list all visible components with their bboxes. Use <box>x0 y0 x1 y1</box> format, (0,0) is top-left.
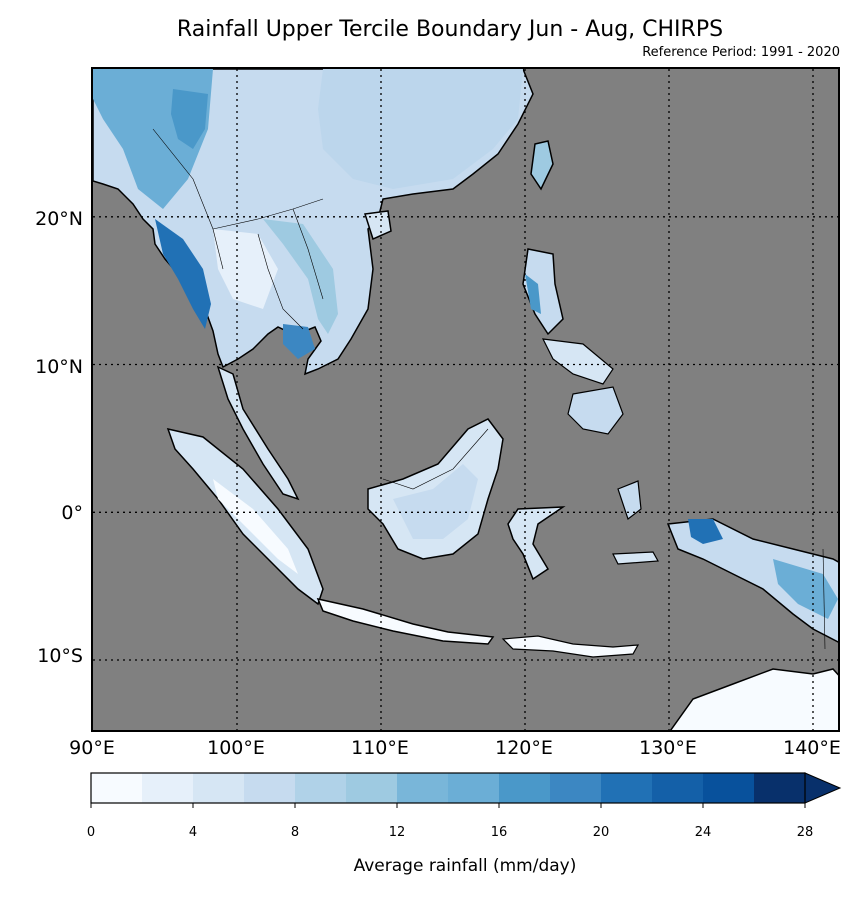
land-hainan <box>364 210 392 241</box>
country-borders <box>152 128 826 650</box>
lon-label-130e: 130°E <box>639 737 697 759</box>
colorbar-tick-label-0: 0 <box>86 825 96 840</box>
colorbar <box>90 772 842 808</box>
lat-label-10n: 10°N <box>35 356 83 378</box>
colorbar-tick-label-16: 16 <box>490 825 508 840</box>
land-cambodia-cluster <box>283 324 315 359</box>
land-lesser-sunda <box>501 635 640 658</box>
colorbar-segment <box>499 773 551 803</box>
colorbar-segments <box>91 773 806 803</box>
colorbar-segment <box>703 773 755 803</box>
land-malay-peninsula <box>216 365 300 501</box>
colorbar-segment <box>397 773 449 803</box>
colorbar-segment <box>91 773 143 803</box>
land-new-guinea <box>666 518 838 643</box>
lon-label-140e: 140°E <box>783 737 841 759</box>
colorbar-segment <box>346 773 398 803</box>
colorbar-segment <box>652 773 704 803</box>
colorbar-extend-arrow <box>804 772 842 804</box>
lon-label-100e: 100°E <box>207 737 265 759</box>
land-china-south <box>318 69 523 189</box>
colorbar-segment <box>244 773 296 803</box>
colorbar-ticks <box>90 803 806 808</box>
colorbar-tick-label-4: 4 <box>188 825 198 840</box>
land-laos-vietnam-band <box>263 219 338 334</box>
map-title: Rainfall Upper Tercile Boundary Jun - Au… <box>176 17 724 42</box>
land-luzon-west <box>525 274 541 314</box>
colorbar-tick-label-24: 24 <box>694 825 712 840</box>
lon-label-120e: 120°E <box>495 737 553 759</box>
colorbar-tick-label-8: 8 <box>290 825 300 840</box>
land-thailand-light <box>213 229 278 309</box>
colorbar-segment <box>295 773 347 803</box>
land-seram <box>612 551 659 565</box>
colorbar-segment <box>754 773 806 803</box>
colorbar-segment <box>142 773 194 803</box>
land-north-cluster <box>171 89 208 149</box>
land-visayas <box>541 338 614 385</box>
land-maluku <box>617 480 642 520</box>
colorbar-tick-label-20: 20 <box>592 825 610 840</box>
lat-label-20n: 20°N <box>35 208 83 230</box>
colorbar-tick-label-12: 12 <box>388 825 406 840</box>
lat-label-10s: 10°S <box>37 645 83 667</box>
colorbar-label: Average rainfall (mm/day) <box>353 856 577 876</box>
land-taiwan <box>530 140 554 191</box>
land-myanmar-coast <box>155 219 211 329</box>
colorbar-outline <box>90 772 806 804</box>
land-luzon <box>522 248 564 336</box>
colorbar-segment <box>448 773 500 803</box>
rainfall-map <box>93 69 838 730</box>
land-australia <box>669 668 838 730</box>
lat-label-0: 0° <box>61 502 83 524</box>
land-new-guinea-mid <box>773 559 838 619</box>
graticule <box>93 69 838 730</box>
land-new-guinea-dark <box>688 519 723 544</box>
lon-label-110e: 110°E <box>351 737 409 759</box>
colorbar-tick-label-28: 28 <box>796 825 814 840</box>
land-java <box>316 597 495 645</box>
land-borneo-inner <box>393 464 478 539</box>
lon-label-90e: 90°E <box>69 737 115 759</box>
reference-period: Reference Period: 1991 - 2020 <box>642 45 840 60</box>
colorbar-segment <box>550 773 602 803</box>
land-sumatra-inner <box>213 479 298 574</box>
land-sulawesi <box>507 506 566 581</box>
colorbar-segment <box>601 773 653 803</box>
land-mindanao <box>567 386 624 435</box>
map-frame <box>91 67 840 732</box>
colorbar-segment <box>193 773 245 803</box>
